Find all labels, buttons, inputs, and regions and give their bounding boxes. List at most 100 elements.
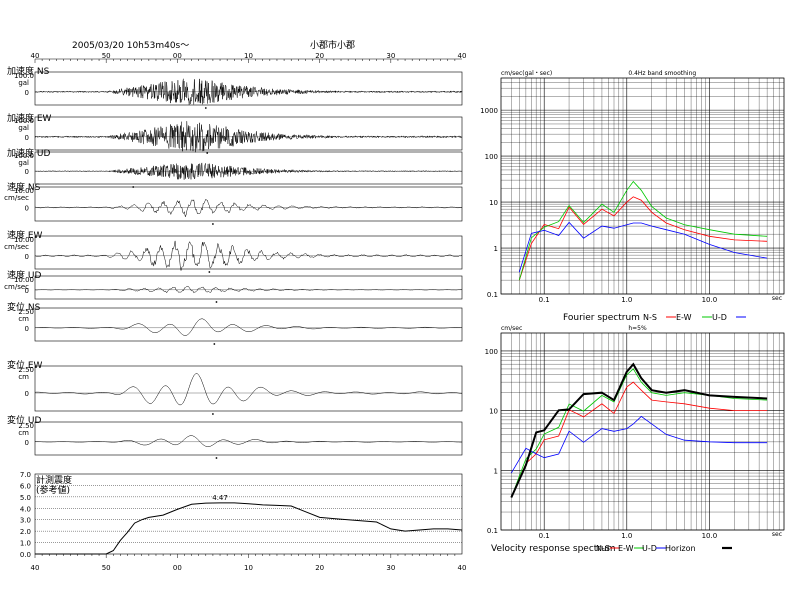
waveform-trace [34, 121, 463, 153]
legend-title: Fourier spectrum [563, 313, 640, 323]
channel-frame [34, 307, 463, 342]
channel-unit: cm/sec [4, 243, 29, 251]
legend-title: Velocity response spectrum [491, 544, 616, 554]
intensity-ytick: 5.0 [20, 494, 31, 502]
channel-frame [34, 235, 463, 270]
series-line-u-d [518, 221, 768, 273]
channel-scale: 10.00 [14, 187, 34, 195]
y-tick-label: 0.1 [487, 527, 498, 535]
channel-scale: 100.0 [14, 117, 34, 125]
bottom-axis-tick: 40 [31, 564, 40, 572]
y-tick-label: 0.1 [487, 291, 498, 299]
series-line-n-s [518, 196, 768, 281]
channel-scale: 2.50 [18, 422, 34, 430]
y-axis-label: cm/sec [501, 325, 522, 332]
channel-unit: gal [18, 79, 29, 87]
top-axis-tick: 10 [244, 52, 253, 60]
channel-scale: 100.0 [14, 152, 34, 160]
peak-marker [215, 301, 218, 303]
channel-frame [34, 365, 463, 412]
channel-scale: 10.00 [14, 236, 34, 244]
waveform-trace [34, 162, 463, 180]
channel-unit: cm/sec [4, 283, 29, 291]
x-axis-unit: sec [772, 295, 782, 302]
channel-label: 加速度 NS [7, 65, 50, 77]
peak-marker [204, 107, 207, 109]
y-tick-label: 10 [489, 408, 498, 416]
channel-label: 変位 UD [7, 414, 41, 426]
bottom-axis-tick: 10 [244, 564, 253, 572]
y-tick-label: 100 [485, 153, 498, 161]
intensity-ytick: 6.0 [20, 482, 31, 490]
x-tick-label: 1.0 [621, 532, 632, 540]
bottom-axis-tick: 30 [386, 564, 395, 572]
intensity-peak-label: 4.47 [212, 494, 228, 502]
channel-frame [34, 186, 463, 222]
series-line-n-s [510, 381, 768, 498]
peak-marker [212, 413, 214, 415]
waveform-trace [34, 435, 462, 447]
channel-label: 速度 EW [7, 229, 43, 241]
bottom-axis-tick: 40 [458, 564, 467, 572]
intensity-ytick: 7.0 [20, 471, 31, 479]
top-axis-tick: 40 [31, 52, 40, 60]
top-axis-tick: 50 [102, 52, 111, 60]
top-time-axis: 40 50 00 10 20 30 40 [31, 52, 466, 63]
top-axis-tick: 20 [315, 52, 324, 60]
chart-annotation: 0.4Hz band smoothing [628, 70, 696, 77]
channel-frame [34, 116, 463, 151]
peak-marker [208, 271, 211, 273]
channel-unit: gal [18, 124, 29, 132]
peak-marker [206, 152, 209, 154]
channel-zero: 0 [25, 287, 29, 295]
intensity-curve [35, 502, 463, 555]
legend-entry: E-W [618, 544, 634, 553]
station-location: 小郡市小郡 [310, 39, 355, 51]
series-line-e-w [518, 180, 768, 281]
channel-unit: cm [18, 373, 29, 381]
x-axis-unit: sec [772, 531, 782, 538]
channel-zero: 0 [25, 325, 29, 333]
legend-entry: N-S [596, 544, 610, 553]
legend-entry: E-W [676, 313, 692, 322]
channel-frame [34, 275, 463, 300]
channel-zero: 0 [25, 204, 29, 212]
bottom-axis-tick: 50 [102, 564, 111, 572]
y-tick-label: 1 [494, 467, 498, 475]
channel-label: 速度 UD [7, 269, 41, 281]
channel-scale: 2.50 [18, 366, 34, 374]
channel-scale: 10.00 [14, 276, 34, 284]
y-tick-label: 1000 [480, 107, 498, 115]
seismic-intensity-chart: 7.0 6.0 5.0 4.0 3.0 2.0 1.0 0.0 計測震度(参考値) 4.47 40 5… [20, 471, 467, 572]
channel-unit: cm [18, 315, 29, 323]
y-tick-label: 1 [494, 245, 498, 253]
peak-marker [215, 457, 218, 459]
intensity-ytick: 4.0 [20, 505, 31, 513]
y-tick-label: 100 [485, 348, 498, 356]
x-tick-label: 10.0 [702, 296, 718, 304]
chart-annotation: h=5% [628, 325, 647, 332]
waveform-trace [34, 318, 463, 336]
waveform-trace [34, 198, 462, 218]
channel-unit: cm/sec [4, 194, 29, 202]
record-datetime: 2005/03/20 10h53m40s〜 [72, 41, 189, 51]
channel-label: 変位 NS [7, 301, 41, 313]
channel-zero: 0 [25, 89, 29, 97]
legend-entry: Horizon [665, 544, 696, 553]
waveform-trace [34, 373, 463, 406]
legend-entry: U-D [642, 544, 657, 553]
x-tick-label: 10.0 [702, 532, 718, 540]
y-tick-label: 10 [489, 199, 498, 207]
intensity-subtitle: (参考値) [36, 484, 70, 496]
bottom-axis-tick: 20 [315, 564, 324, 572]
waveform-trace [34, 285, 463, 294]
